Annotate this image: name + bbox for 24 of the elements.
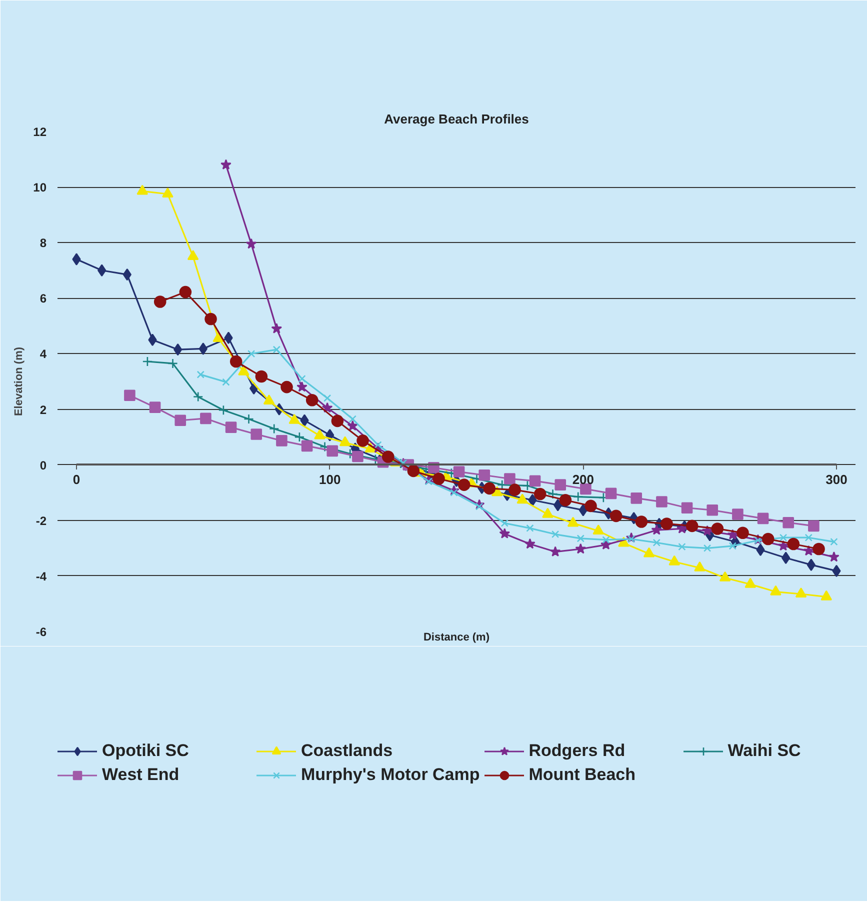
- y-tick-label: 6: [40, 292, 47, 306]
- y-tick-label: 12: [33, 125, 47, 139]
- legend-label: Murphy's Motor Camp: [301, 765, 480, 785]
- legend-label: Coastlands: [301, 741, 394, 761]
- y-tick-label: 10: [33, 180, 47, 195]
- x-tick-label: 300: [826, 472, 848, 487]
- legend-label: Waihi SC: [728, 741, 802, 761]
- y-tick-label: 4: [40, 347, 47, 362]
- y-tick-label: 8: [40, 236, 47, 250]
- y-axis-title: Elevation (m): [13, 346, 26, 416]
- y-tick-label: 0: [40, 458, 47, 472]
- legend-label: Mount Beach: [528, 765, 636, 785]
- y-tick-label: -2: [36, 514, 47, 528]
- legend-label: West End: [102, 765, 180, 785]
- chart-title: Average Beach Profiles: [384, 112, 529, 126]
- y-tick-label: 2: [40, 402, 47, 417]
- x-tick-label: 0: [72, 472, 80, 487]
- y-tick-label: -4: [36, 569, 47, 584]
- legend-label: Rodgers Rd: [528, 741, 626, 761]
- x-tick-label: 100: [318, 472, 341, 487]
- legend-label: Opotiki SC: [102, 741, 190, 761]
- y-tick-label: -6: [36, 625, 47, 639]
- x-axis-title: Distance (m): [423, 632, 490, 644]
- x-tick-label: 200: [572, 472, 594, 487]
